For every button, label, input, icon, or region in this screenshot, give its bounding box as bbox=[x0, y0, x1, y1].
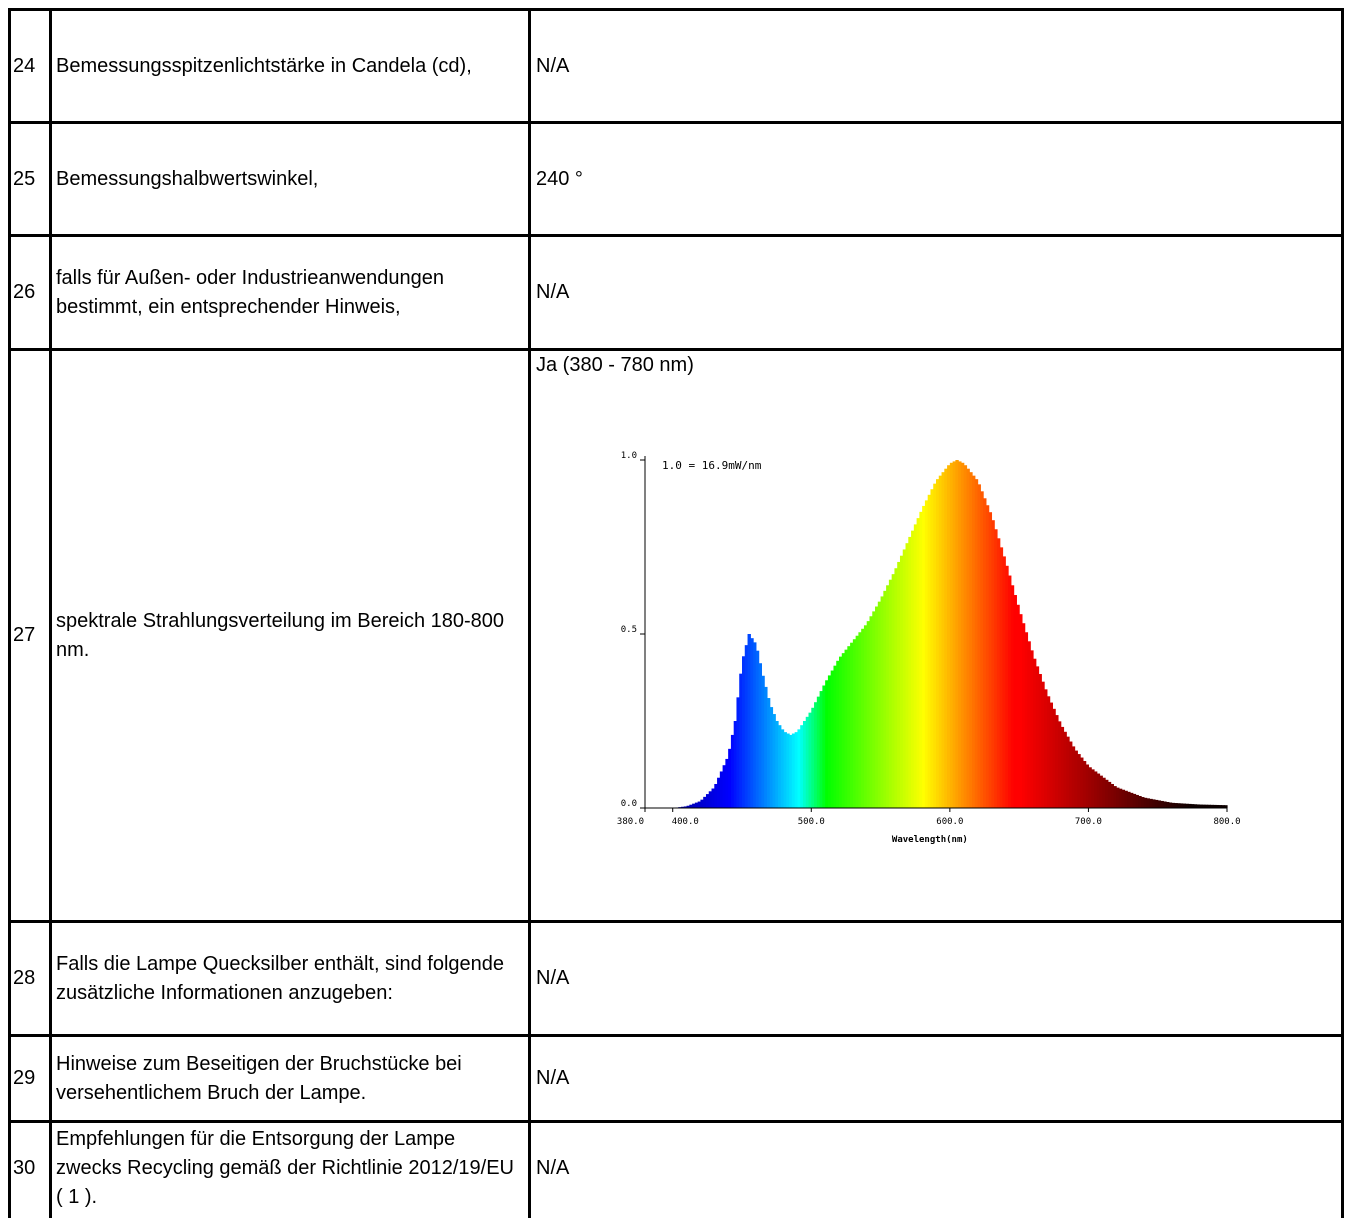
row-description: falls für Außen- oder Industrieanwendung… bbox=[56, 237, 526, 348]
row-value: N/A bbox=[536, 923, 1336, 1034]
y-tick-label: 1.0 bbox=[621, 451, 637, 461]
y-tick-label: 0.5 bbox=[621, 625, 637, 635]
row-number: 25 bbox=[11, 124, 53, 234]
column-divider bbox=[528, 8, 531, 1218]
row-value: Ja (380 - 780 nm) bbox=[536, 351, 694, 380]
row-description: Hinweise zum Beseitigen der Bruchstücke … bbox=[56, 1037, 526, 1120]
row-number: 30 bbox=[11, 1123, 53, 1213]
row-number: 29 bbox=[11, 1037, 53, 1120]
chart-annotation: 1.0 = 16.9mW/nm bbox=[662, 459, 762, 472]
table-border-right bbox=[1341, 8, 1344, 1218]
y-tick-label: 0.0 bbox=[621, 799, 637, 809]
row-number: 26 bbox=[11, 237, 53, 348]
x-axis-label: Wavelength(nm) bbox=[892, 835, 968, 845]
x-tick-label: 800.0 bbox=[1213, 817, 1240, 827]
row-description: spektrale Strahlungsverteilung im Bereic… bbox=[56, 351, 526, 920]
row-value: N/A bbox=[536, 1123, 1336, 1213]
x-tick-label: 700.0 bbox=[1075, 817, 1102, 827]
x-tick-label: 500.0 bbox=[798, 817, 825, 827]
row-description: Bemessungsspitzenlichtstärke in Candela … bbox=[56, 11, 526, 121]
row-value: N/A bbox=[536, 11, 1336, 121]
row-value: 240 ° bbox=[536, 124, 1336, 234]
row-value: N/A bbox=[536, 237, 1336, 348]
x-tick-label: 380.0 bbox=[617, 817, 644, 827]
row-number: 24 bbox=[11, 11, 53, 121]
x-tick-label: 400.0 bbox=[672, 817, 699, 827]
row-number: 28 bbox=[11, 923, 53, 1034]
spectral-distribution-chart: 0.0 0.5 1.0 380.0 400.0 500.0 600.0 700.0 800.0 1… bbox=[600, 445, 1250, 865]
row-value: N/A bbox=[536, 1037, 1336, 1120]
row-number: 27 bbox=[11, 351, 53, 920]
x-tick-label: 600.0 bbox=[936, 817, 963, 827]
row-description: Bemessungshalbwertswinkel, bbox=[56, 124, 526, 234]
row-description: Empfehlungen für die Entsorgung der Lamp… bbox=[56, 1123, 526, 1213]
row-description: Falls die Lampe Quecksilber enthält, sin… bbox=[56, 923, 526, 1034]
